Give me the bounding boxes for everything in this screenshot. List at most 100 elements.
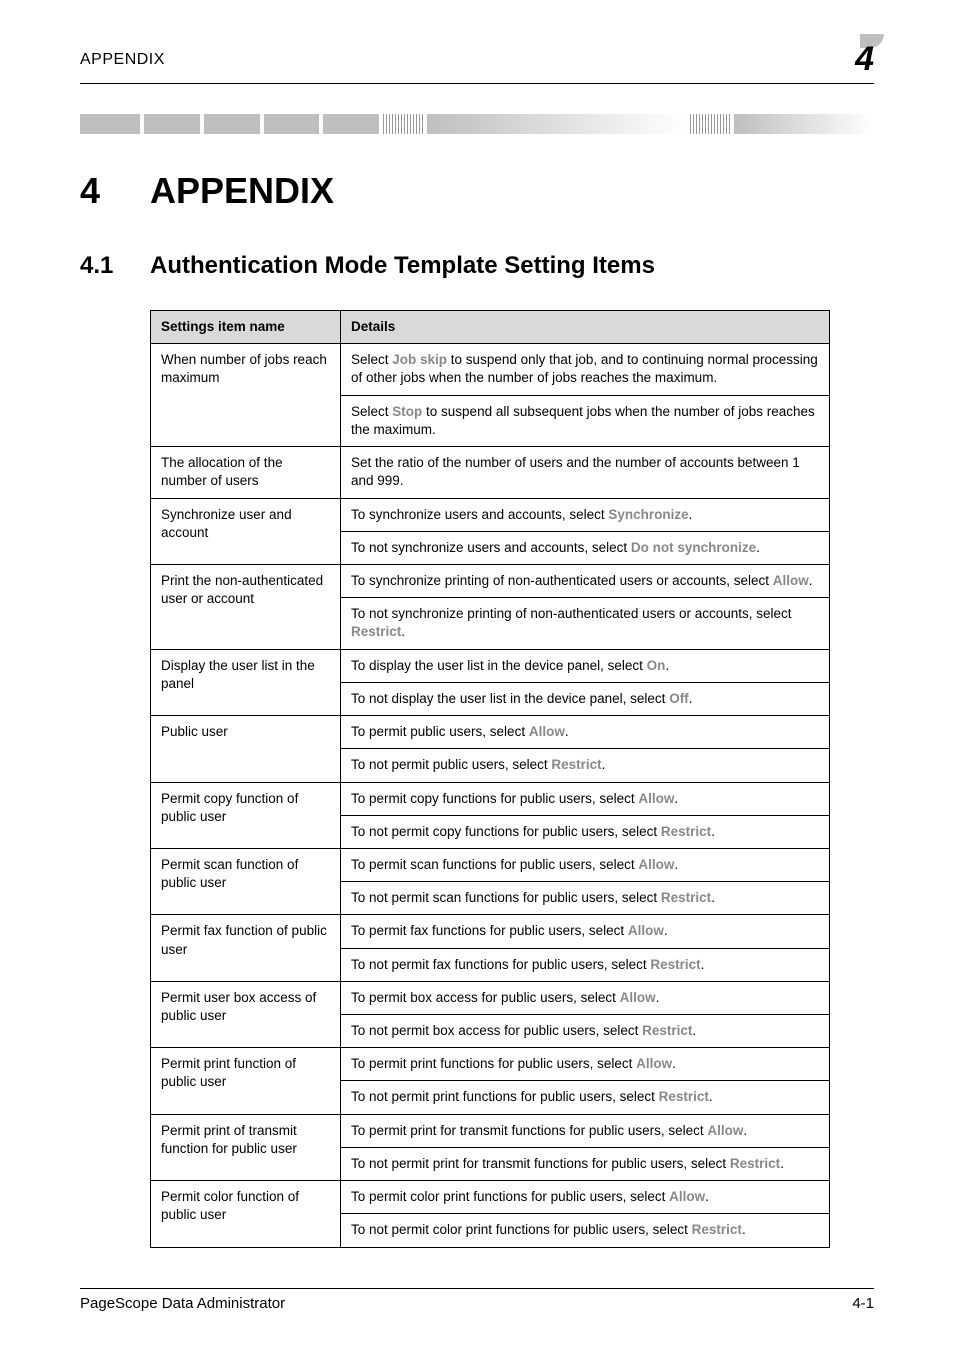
setting-name: Permit print function of public user	[151, 1048, 341, 1114]
bar-segment	[264, 114, 320, 134]
setting-name: Public user	[151, 716, 341, 782]
section-text: Authentication Mode Template Setting Ite…	[150, 252, 655, 280]
bar-segment	[204, 114, 260, 134]
table-row: Permit scan function of public userTo pe…	[151, 848, 830, 881]
keyword: Job skip	[392, 352, 447, 367]
table-row: Permit user box access of public userTo …	[151, 981, 830, 1014]
keyword: Restrict	[351, 624, 401, 639]
header-section-name: APPENDIX	[80, 51, 165, 69]
table-row: Display the user list in the panelTo dis…	[151, 649, 830, 682]
keyword: Restrict	[659, 1089, 709, 1104]
table-row: Permit copy function of public userTo pe…	[151, 782, 830, 815]
setting-name: Permit print of transmit function for pu…	[151, 1114, 341, 1180]
keyword: Allow	[669, 1189, 705, 1204]
keyword: Allow	[620, 990, 656, 1005]
setting-name: Synchronize user and account	[151, 498, 341, 564]
bar-segment	[383, 114, 423, 134]
setting-name: Permit color function of public user	[151, 1181, 341, 1247]
setting-details: To permit print for transmit functions f…	[341, 1114, 830, 1147]
setting-details: To not permit color print functions for …	[341, 1214, 830, 1247]
setting-details: To permit box access for public users, s…	[341, 981, 830, 1014]
setting-details: To not synchronize users and accounts, s…	[341, 531, 830, 564]
table-row: Print the non-authenticated user or acco…	[151, 564, 830, 597]
keyword: Allow	[773, 573, 809, 588]
keyword: Restrict	[650, 957, 700, 972]
setting-details: To permit copy functions for public user…	[341, 782, 830, 815]
settings-table: Settings item name Details When number o…	[150, 310, 830, 1248]
setting-details: To not permit fax functions for public u…	[341, 948, 830, 981]
setting-details: Set the ratio of the number of users and…	[341, 447, 830, 498]
chapter-num: 4	[80, 170, 150, 212]
table-row: Public userTo permit public users, selec…	[151, 716, 830, 749]
setting-details: To not permit print for transmit functio…	[341, 1147, 830, 1180]
bar-segment	[690, 114, 730, 134]
keyword: Restrict	[661, 824, 711, 839]
table-row: Permit color function of public userTo p…	[151, 1181, 830, 1214]
keyword: Allow	[636, 1056, 672, 1071]
setting-details: Select Job skip to suspend only that job…	[341, 344, 830, 395]
table-row: Permit print function of public userTo p…	[151, 1048, 830, 1081]
keyword: Restrict	[692, 1222, 742, 1237]
chapter-title: 4 APPENDIX	[80, 170, 874, 212]
setting-name: When number of jobs reach maximum	[151, 344, 341, 447]
bar-segment	[427, 114, 686, 134]
keyword: Allow	[707, 1123, 743, 1138]
keyword: Restrict	[661, 890, 711, 905]
table-header-details: Details	[341, 311, 830, 344]
keyword: Do not synchronize	[631, 540, 756, 555]
footer-right: 4-1	[852, 1295, 874, 1312]
bar-segment	[323, 114, 379, 134]
setting-name: The allocation of the number of users	[151, 447, 341, 498]
bar-segment	[734, 114, 874, 134]
page-header: APPENDIX 4	[80, 40, 874, 84]
keyword: Restrict	[730, 1156, 780, 1171]
keyword: Allow	[628, 923, 664, 938]
keyword: Restrict	[642, 1023, 692, 1038]
setting-name: Display the user list in the panel	[151, 649, 341, 715]
keyword: Stop	[392, 404, 422, 419]
keyword: Restrict	[551, 757, 601, 772]
setting-details: To permit print functions for public use…	[341, 1048, 830, 1081]
table-row: Synchronize user and accountTo synchroni…	[151, 498, 830, 531]
footer-left: PageScope Data Administrator	[80, 1295, 285, 1312]
setting-details: To permit scan functions for public user…	[341, 848, 830, 881]
keyword: Off	[669, 691, 689, 706]
section-title: 4.1 Authentication Mode Template Setting…	[80, 252, 874, 280]
keyword: Synchronize	[608, 507, 688, 522]
setting-details: To not synchronize printing of non-authe…	[341, 598, 830, 649]
setting-details: To permit color print functions for publ…	[341, 1181, 830, 1214]
header-chapter-num: 4	[855, 40, 874, 79]
setting-details: To display the user list in the device p…	[341, 649, 830, 682]
bar-segment	[80, 114, 140, 134]
setting-name: Permit copy function of public user	[151, 782, 341, 848]
setting-details: To permit fax functions for public users…	[341, 915, 830, 948]
setting-name: Permit user box access of public user	[151, 981, 341, 1047]
setting-details: To synchronize printing of non-authentic…	[341, 564, 830, 597]
setting-name: Permit scan function of public user	[151, 848, 341, 914]
setting-details: To not permit box access for public user…	[341, 1015, 830, 1048]
table-row: The allocation of the number of usersSet…	[151, 447, 830, 498]
keyword: Allow	[638, 857, 674, 872]
table-row: When number of jobs reach maximumSelect …	[151, 344, 830, 395]
section-num: 4.1	[80, 252, 150, 280]
setting-details: To not display the user list in the devi…	[341, 682, 830, 715]
setting-details: Select Stop to suspend all subsequent jo…	[341, 395, 830, 446]
setting-details: To synchronize users and accounts, selec…	[341, 498, 830, 531]
setting-name: Print the non-authenticated user or acco…	[151, 564, 341, 649]
setting-details: To not permit copy functions for public …	[341, 815, 830, 848]
keyword: Allow	[638, 791, 674, 806]
table-row: Permit print of transmit function for pu…	[151, 1114, 830, 1147]
setting-details: To permit public users, select Allow.	[341, 716, 830, 749]
table-header-name: Settings item name	[151, 311, 341, 344]
keyword: On	[647, 658, 666, 673]
setting-name: Permit fax function of public user	[151, 915, 341, 981]
keyword: Allow	[529, 724, 565, 739]
decorative-bar	[80, 114, 874, 134]
setting-details: To not permit print functions for public…	[341, 1081, 830, 1114]
table-row: Permit fax function of public userTo per…	[151, 915, 830, 948]
bar-segment	[144, 114, 200, 134]
page-footer: PageScope Data Administrator 4-1	[80, 1288, 874, 1312]
chapter-text: APPENDIX	[150, 170, 334, 212]
setting-details: To not permit public users, select Restr…	[341, 749, 830, 782]
setting-details: To not permit scan functions for public …	[341, 882, 830, 915]
